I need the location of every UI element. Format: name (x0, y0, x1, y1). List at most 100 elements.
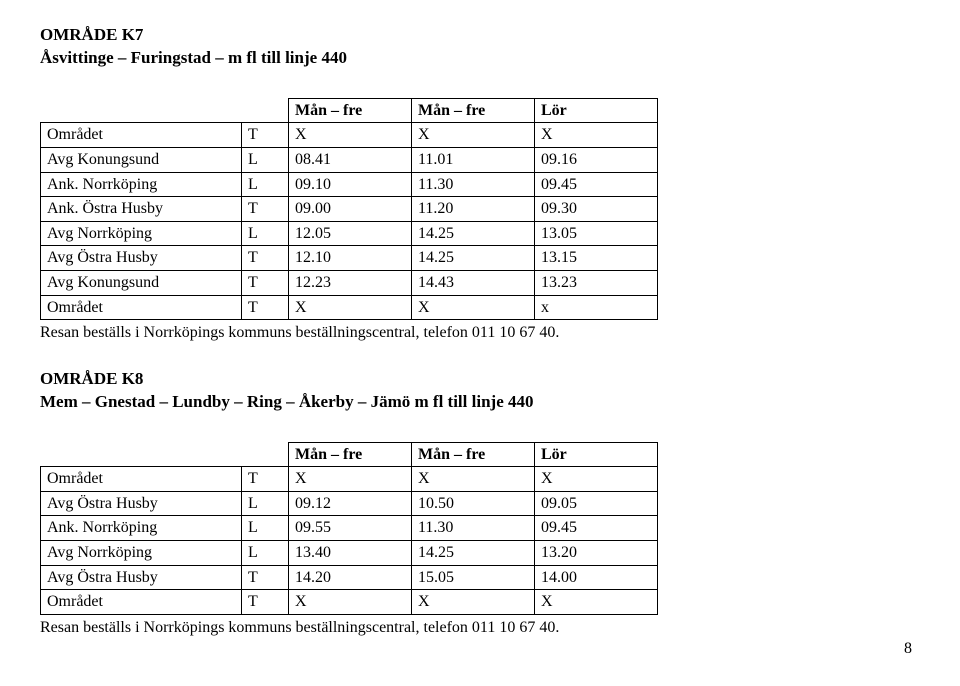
cell: 13.40 (289, 541, 412, 566)
cell: 12.10 (289, 246, 412, 271)
cell: 13.23 (535, 271, 658, 296)
cell: 14.25 (412, 221, 535, 246)
cell: 12.23 (289, 271, 412, 296)
row-label: Området (41, 590, 242, 615)
cell: 08.41 (289, 148, 412, 173)
cell: 14.25 (412, 541, 535, 566)
cell: 09.10 (289, 172, 412, 197)
cell: X (412, 467, 535, 492)
cell: 09.45 (535, 172, 658, 197)
table-row: Området T X X X (41, 467, 658, 492)
row-label: Området (41, 295, 242, 320)
row-type: T (242, 295, 289, 320)
table-row: Ank. Norrköping L 09.10 11.30 09.45 (41, 172, 658, 197)
cell: 09.00 (289, 197, 412, 222)
cell: X (535, 590, 658, 615)
cell: 12.05 (289, 221, 412, 246)
row-type: L (242, 491, 289, 516)
table-row: Området T X X X (41, 590, 658, 615)
table-row: Ank. Norrköping L 09.55 11.30 09.45 (41, 516, 658, 541)
row-label: Avg Östra Husby (41, 565, 242, 590)
table-row: Ank. Östra Husby T 09.00 11.20 09.30 (41, 197, 658, 222)
header-blank (242, 442, 289, 467)
cell: 09.16 (535, 148, 658, 173)
cell: X (289, 467, 412, 492)
header-blank (242, 98, 289, 123)
cell: 09.12 (289, 491, 412, 516)
cell: 11.01 (412, 148, 535, 173)
cell: 11.30 (412, 516, 535, 541)
row-label: Avg Konungsund (41, 148, 242, 173)
section2-heading: OMRÅDE K8 (40, 368, 920, 391)
row-type: T (242, 467, 289, 492)
table-row: Avg Konungsund T 12.23 14.43 13.23 (41, 271, 658, 296)
cell: X (289, 590, 412, 615)
cell: 09.55 (289, 516, 412, 541)
cell: X (289, 295, 412, 320)
column-header: Mån – fre (412, 442, 535, 467)
row-type: T (242, 590, 289, 615)
row-label: Avg Norrköping (41, 541, 242, 566)
table-row: Avg Norrköping L 12.05 14.25 13.05 (41, 221, 658, 246)
cell: x (535, 295, 658, 320)
table-row: Avg Konungsund L 08.41 11.01 09.16 (41, 148, 658, 173)
row-label: Avg Östra Husby (41, 246, 242, 271)
row-label: Ank. Norrköping (41, 516, 242, 541)
row-type: L (242, 221, 289, 246)
column-header: Mån – fre (289, 98, 412, 123)
section2-subheading: Mem – Gnestad – Lundby – Ring – Åkerby –… (40, 391, 920, 414)
table-row: Området T X X X (41, 123, 658, 148)
section2-table: Mån – fre Mån – fre Lör Området T X X X … (40, 442, 658, 615)
cell: 10.50 (412, 491, 535, 516)
cell: 13.05 (535, 221, 658, 246)
header-blank (41, 442, 242, 467)
cell: 13.15 (535, 246, 658, 271)
row-type: T (242, 197, 289, 222)
row-label: Ank. Östra Husby (41, 197, 242, 222)
row-label: Avg Östra Husby (41, 491, 242, 516)
cell: 11.30 (412, 172, 535, 197)
row-label: Området (41, 123, 242, 148)
column-header: Mån – fre (289, 442, 412, 467)
section2-note: Resan beställs i Norrköpings kommuns bes… (40, 617, 920, 639)
row-type: L (242, 541, 289, 566)
cell: X (535, 123, 658, 148)
row-label: Ank. Norrköping (41, 172, 242, 197)
cell: 14.43 (412, 271, 535, 296)
cell: 14.00 (535, 565, 658, 590)
row-label: Området (41, 467, 242, 492)
row-label: Avg Konungsund (41, 271, 242, 296)
cell: X (412, 590, 535, 615)
cell: 09.05 (535, 491, 658, 516)
row-type: L (242, 516, 289, 541)
row-type: T (242, 123, 289, 148)
cell: 14.20 (289, 565, 412, 590)
section1-table: Mån – fre Mån – fre Lör Området T X X X … (40, 98, 658, 320)
cell: X (412, 123, 535, 148)
section1-note: Resan beställs i Norrköpings kommuns bes… (40, 322, 920, 344)
cell: 15.05 (412, 565, 535, 590)
page-number: 8 (904, 640, 912, 658)
header-blank (41, 98, 242, 123)
row-type: L (242, 148, 289, 173)
table-header-row: Mån – fre Mån – fre Lör (41, 442, 658, 467)
cell: 11.20 (412, 197, 535, 222)
column-header: Lör (535, 98, 658, 123)
row-type: T (242, 271, 289, 296)
cell: 09.45 (535, 516, 658, 541)
cell: 09.30 (535, 197, 658, 222)
column-header: Lör (535, 442, 658, 467)
cell: 14.25 (412, 246, 535, 271)
section1-subheading: Åsvittinge – Furingstad – m fl till linj… (40, 47, 920, 70)
cell: X (535, 467, 658, 492)
table-header-row: Mån – fre Mån – fre Lör (41, 98, 658, 123)
row-type: T (242, 246, 289, 271)
table-row: Avg Norrköping L 13.40 14.25 13.20 (41, 541, 658, 566)
cell: X (412, 295, 535, 320)
cell: 13.20 (535, 541, 658, 566)
cell: X (289, 123, 412, 148)
table-row: Avg Östra Husby T 12.10 14.25 13.15 (41, 246, 658, 271)
row-type: T (242, 565, 289, 590)
section1-heading: OMRÅDE K7 (40, 24, 920, 47)
table-row: Området T X X x (41, 295, 658, 320)
